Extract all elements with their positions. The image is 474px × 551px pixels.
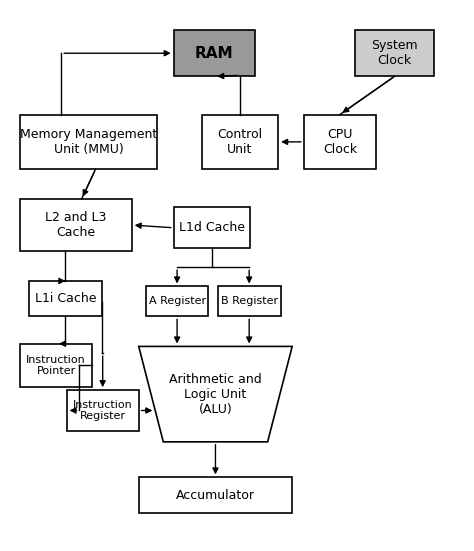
Text: Instruction
Pointer: Instruction Pointer bbox=[27, 355, 86, 376]
Text: System
Clock: System Clock bbox=[371, 39, 418, 67]
Bar bbox=[20, 344, 92, 387]
Bar bbox=[355, 30, 434, 77]
Bar bbox=[20, 199, 132, 251]
Text: Accumulator: Accumulator bbox=[176, 489, 255, 501]
Text: Memory Management
Unit (MMU): Memory Management Unit (MMU) bbox=[20, 128, 157, 156]
Text: L1d Cache: L1d Cache bbox=[179, 222, 245, 234]
Bar bbox=[139, 477, 292, 513]
Text: Arithmetic and
Logic Unit
(ALU): Arithmetic and Logic Unit (ALU) bbox=[169, 372, 262, 415]
Text: CPU
Clock: CPU Clock bbox=[323, 128, 357, 156]
Text: B Register: B Register bbox=[220, 296, 278, 306]
Text: Control
Unit: Control Unit bbox=[217, 128, 263, 156]
Text: Instruction
Register: Instruction Register bbox=[73, 399, 133, 422]
Bar bbox=[67, 390, 139, 431]
Text: A Register: A Register bbox=[148, 296, 206, 306]
Bar bbox=[20, 115, 157, 169]
Bar bbox=[29, 281, 101, 316]
Text: L1i Cache: L1i Cache bbox=[35, 292, 96, 305]
Text: L2 and L3
Cache: L2 and L3 Cache bbox=[45, 211, 107, 239]
Text: RAM: RAM bbox=[195, 46, 234, 61]
Bar bbox=[173, 30, 255, 77]
Bar bbox=[173, 207, 250, 249]
Bar bbox=[304, 115, 376, 169]
Bar bbox=[218, 287, 281, 316]
Bar bbox=[146, 287, 209, 316]
Bar bbox=[201, 115, 278, 169]
Polygon shape bbox=[139, 347, 292, 442]
